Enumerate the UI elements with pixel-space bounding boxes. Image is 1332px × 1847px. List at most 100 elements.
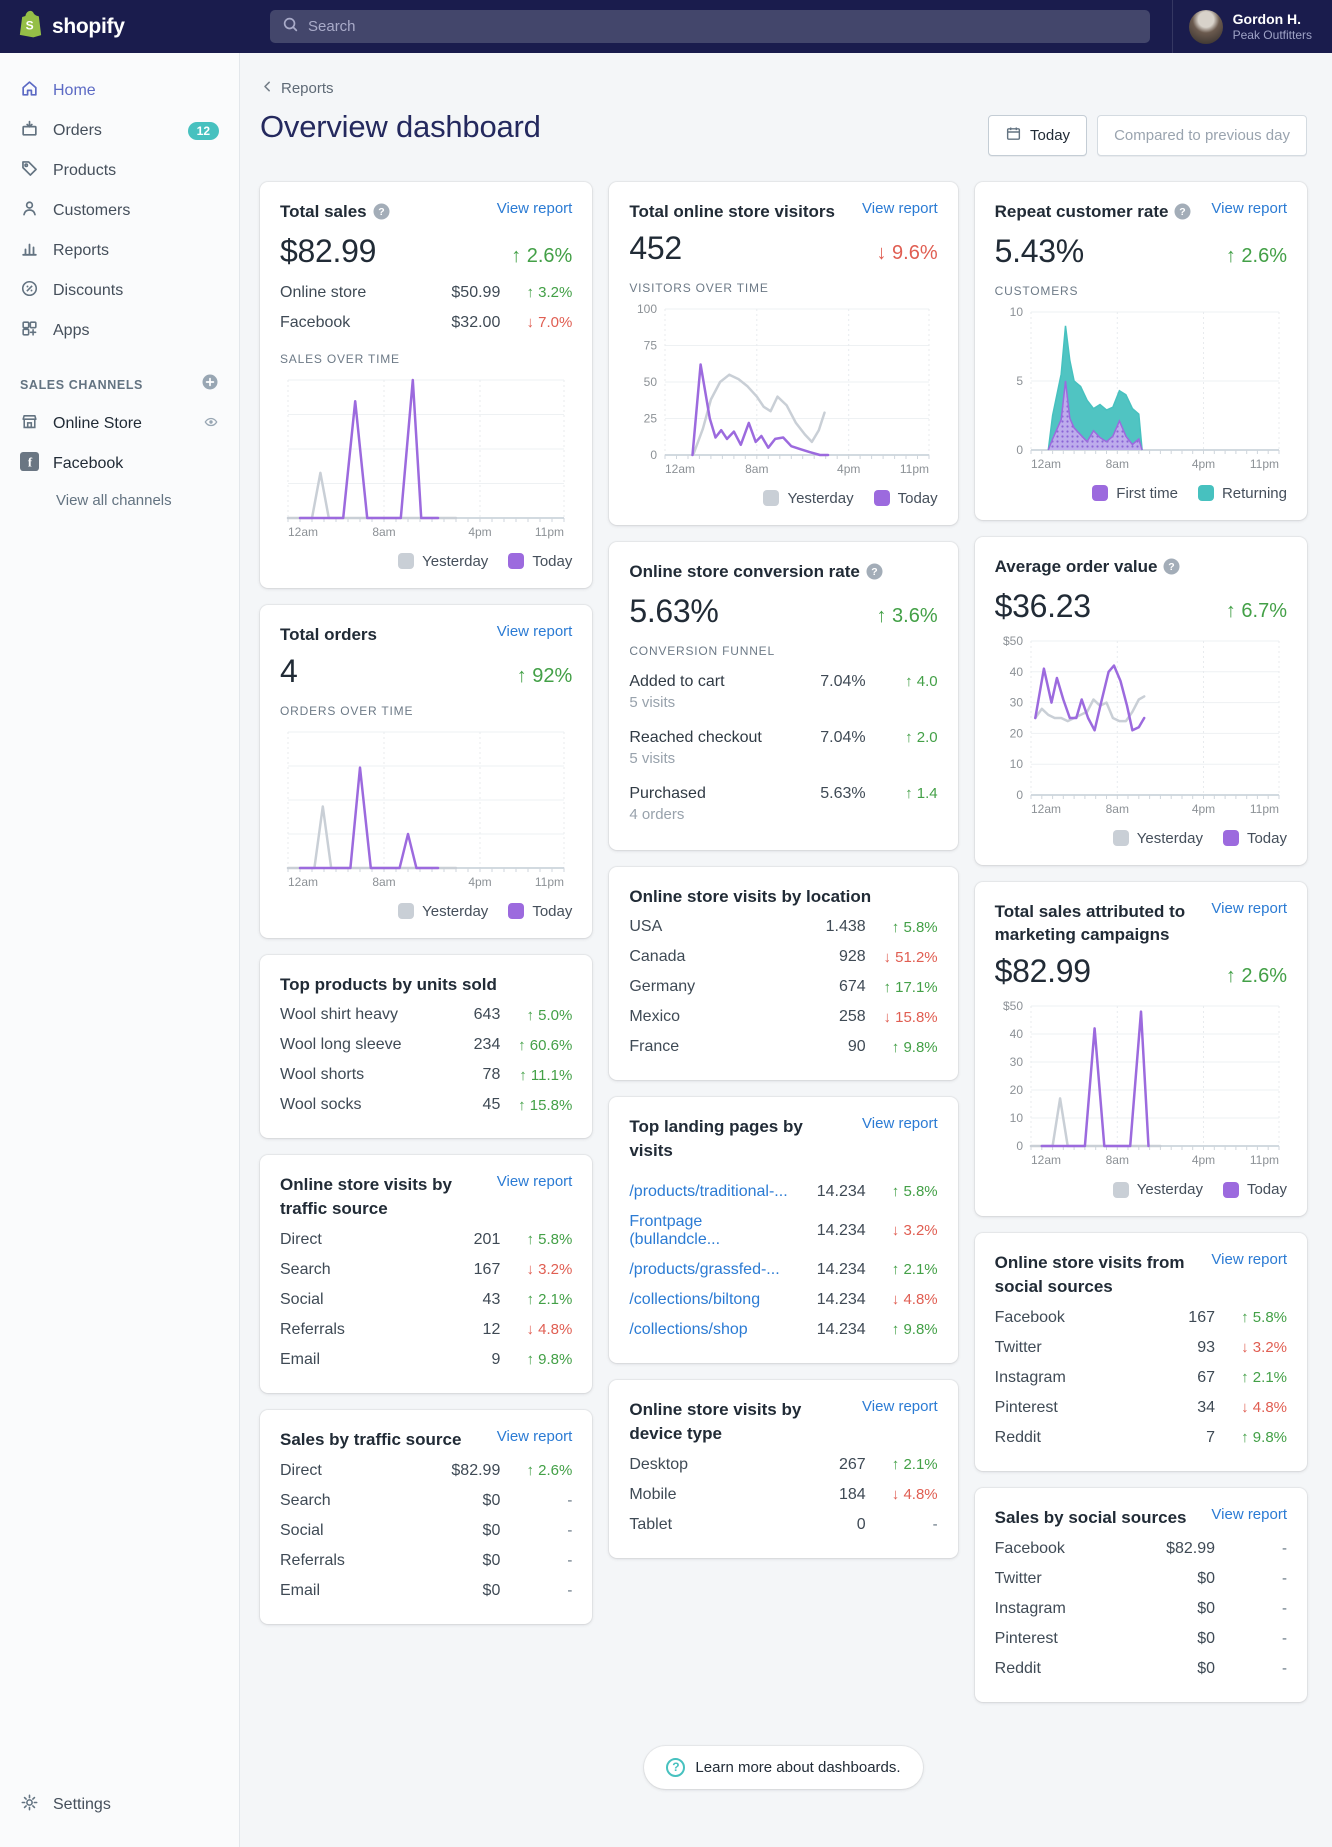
table-row: Wool shorts 78 ↑ 11.1%: [280, 1066, 573, 1084]
view-report-link[interactable]: View report: [496, 622, 573, 640]
help-icon[interactable]: ?: [866, 563, 883, 587]
orders-over-time-chart: 12am 8am 4pm 11pm: [280, 724, 572, 897]
search-icon: [282, 16, 299, 38]
view-report-link[interactable]: View report: [496, 1427, 573, 1445]
sidebar-item-discounts[interactable]: Discounts: [0, 271, 239, 311]
view-report-link[interactable]: View report: [1211, 899, 1287, 917]
svg-text:12am: 12am: [1031, 802, 1061, 816]
help-icon[interactable]: ?: [1174, 203, 1191, 227]
topbar-search-region: [240, 0, 1172, 53]
sidebar-item-orders[interactable]: Orders 12: [0, 111, 239, 151]
table-row: Search $0-: [280, 1491, 573, 1510]
svg-text:30: 30: [1009, 1055, 1023, 1069]
avatar: [1188, 9, 1223, 44]
funnel-row: Purchased 4 orders 5.63% ↑ 1.4: [629, 784, 938, 823]
card-social-sales: Sales by social sources View report Face…: [974, 1487, 1307, 1702]
date-range-button[interactable]: Today: [988, 115, 1088, 156]
view-report-link[interactable]: View report: [862, 200, 938, 217]
svg-text:4pm: 4pm: [1191, 802, 1214, 816]
metric-value: $82.99: [994, 953, 1091, 990]
legend-item: Returning: [1197, 485, 1287, 502]
svg-text:0: 0: [1016, 788, 1023, 802]
user-menu[interactable]: Gordon H. Peak Outfitters: [1171, 0, 1332, 53]
sidebar-item-customers[interactable]: Customers: [0, 191, 239, 231]
table-row: Wool socks 45 ↑ 15.8%: [280, 1096, 573, 1114]
view-report-link[interactable]: View report: [1211, 1505, 1287, 1523]
table-row: Facebook $32.00 ↓ 7.0%: [280, 313, 573, 332]
view-all-channels-link[interactable]: View all channels: [56, 492, 172, 509]
shopify-bag-icon: S: [18, 10, 43, 43]
table-row: Facebook $82.99-: [994, 1539, 1287, 1558]
table-row: Instagram 67 ↑ 2.1%: [994, 1368, 1287, 1387]
card-landing-pages: Top landing pages by visits View report …: [609, 1097, 958, 1363]
breadcrumb[interactable]: Reports: [260, 79, 334, 98]
logo-wordmark: shopify: [52, 14, 125, 38]
view-report-link[interactable]: View report: [1211, 200, 1287, 217]
search-box[interactable]: [270, 10, 1150, 43]
card-device-type: Online store visits by device type View …: [609, 1379, 958, 1558]
table-row: Wool shirt heavy 643 ↑ 5.0%: [280, 1006, 573, 1024]
svg-text:12am: 12am: [288, 525, 318, 539]
legend-item: Today: [873, 490, 938, 507]
conversion-funnel: Added to cart 5 visits 7.04% ↑ 4.0 Reached c…: [629, 664, 937, 832]
table-row: Online store $50.99 ↑ 3.2%: [280, 283, 573, 302]
table-row: Germany 674 ↑ 17.1%: [629, 978, 938, 996]
help-icon[interactable]: ?: [1163, 558, 1180, 582]
sidebar-item-online-store[interactable]: Online Store: [0, 404, 239, 444]
svg-text:11pm: 11pm: [1250, 1153, 1279, 1167]
svg-text:0: 0: [651, 448, 658, 462]
svg-text:10: 10: [1009, 757, 1023, 771]
section-label: SALES OVER TIME: [280, 351, 400, 366]
view-report-link[interactable]: View report: [862, 1397, 938, 1415]
learn-more-link[interactable]: ? Learn more about dashboards.: [644, 1745, 923, 1789]
table: Desktop 267 ↑ 2.1% Mobile 184 ↓ 4.8% Tablet 0-: [629, 1450, 937, 1540]
svg-text:4pm: 4pm: [837, 462, 860, 476]
eye-icon[interactable]: [203, 414, 219, 435]
view-report-link[interactable]: View report: [862, 1115, 938, 1133]
chevron-left-icon: [260, 79, 275, 98]
funnel-row: Reached checkout 5 visits 7.04% ↑ 2.0: [629, 728, 938, 767]
table-row: Desktop 267 ↑ 2.1%: [629, 1455, 938, 1474]
compare-button[interactable]: Compared to previous day: [1097, 115, 1307, 156]
svg-text:25: 25: [644, 411, 658, 425]
sidebar-item-settings[interactable]: Settings: [0, 1785, 239, 1825]
metric-value: 5.63%: [629, 592, 719, 629]
page-title: Overview dashboard: [260, 109, 541, 144]
svg-text:20: 20: [1009, 1083, 1023, 1097]
svg-text:12am: 12am: [288, 875, 318, 889]
sidebar-item-home[interactable]: Home: [0, 71, 239, 111]
table-row: Direct 201 ↑ 5.8%: [280, 1230, 573, 1249]
view-report-link[interactable]: View report: [496, 1173, 573, 1191]
view-report-link[interactable]: View report: [1211, 1251, 1287, 1269]
search-input[interactable]: [308, 18, 1138, 35]
sidebar-item-facebook[interactable]: f Facebook: [0, 444, 239, 484]
table: Facebook $82.99- Twitter $0- Instagram $0- Pin…: [995, 1534, 1287, 1684]
svg-text:f: f: [28, 456, 33, 470]
chart-legend: Yesterday Today: [280, 553, 572, 570]
add-channel-button[interactable]: [201, 373, 219, 396]
metric-delta: ↑ 3.6%: [876, 604, 938, 627]
view-report-link[interactable]: View report: [496, 200, 573, 217]
svg-text:8am: 8am: [1105, 802, 1128, 816]
storefront-icon: [20, 412, 39, 436]
section-label: ORDERS OVER TIME: [280, 703, 414, 718]
metric-delta: ↑ 92%: [516, 664, 573, 687]
gear-icon: [20, 1793, 39, 1817]
metric-delta: ↓ 9.6%: [876, 241, 938, 264]
table-row: Mexico 258 ↓ 15.8%: [629, 1008, 938, 1026]
svg-text:8am: 8am: [1105, 1153, 1128, 1167]
help-icon[interactable]: ?: [373, 203, 390, 227]
sidebar-item-apps[interactable]: Apps: [0, 311, 239, 351]
user-store: Peak Outfitters: [1232, 27, 1312, 42]
table-row: Facebook 167 ↑ 5.8%: [994, 1308, 1287, 1327]
svg-text:11pm: 11pm: [900, 462, 929, 476]
shopify-logo[interactable]: S shopify: [0, 0, 240, 53]
table-row: Frontpage (bullandcle... 14.234 ↓ 3.2%: [629, 1212, 938, 1248]
sidebar-item-reports[interactable]: Reports: [0, 231, 239, 271]
svg-text:30: 30: [1009, 695, 1023, 709]
person-icon: [20, 199, 39, 223]
card-total-orders: Total orders View report 4 ↑ 92% ORDERS …: [260, 604, 593, 938]
sidebar-item-products[interactable]: Products: [0, 151, 239, 191]
card-traffic-visits: Online store visits by traffic source Vi…: [260, 1155, 593, 1393]
